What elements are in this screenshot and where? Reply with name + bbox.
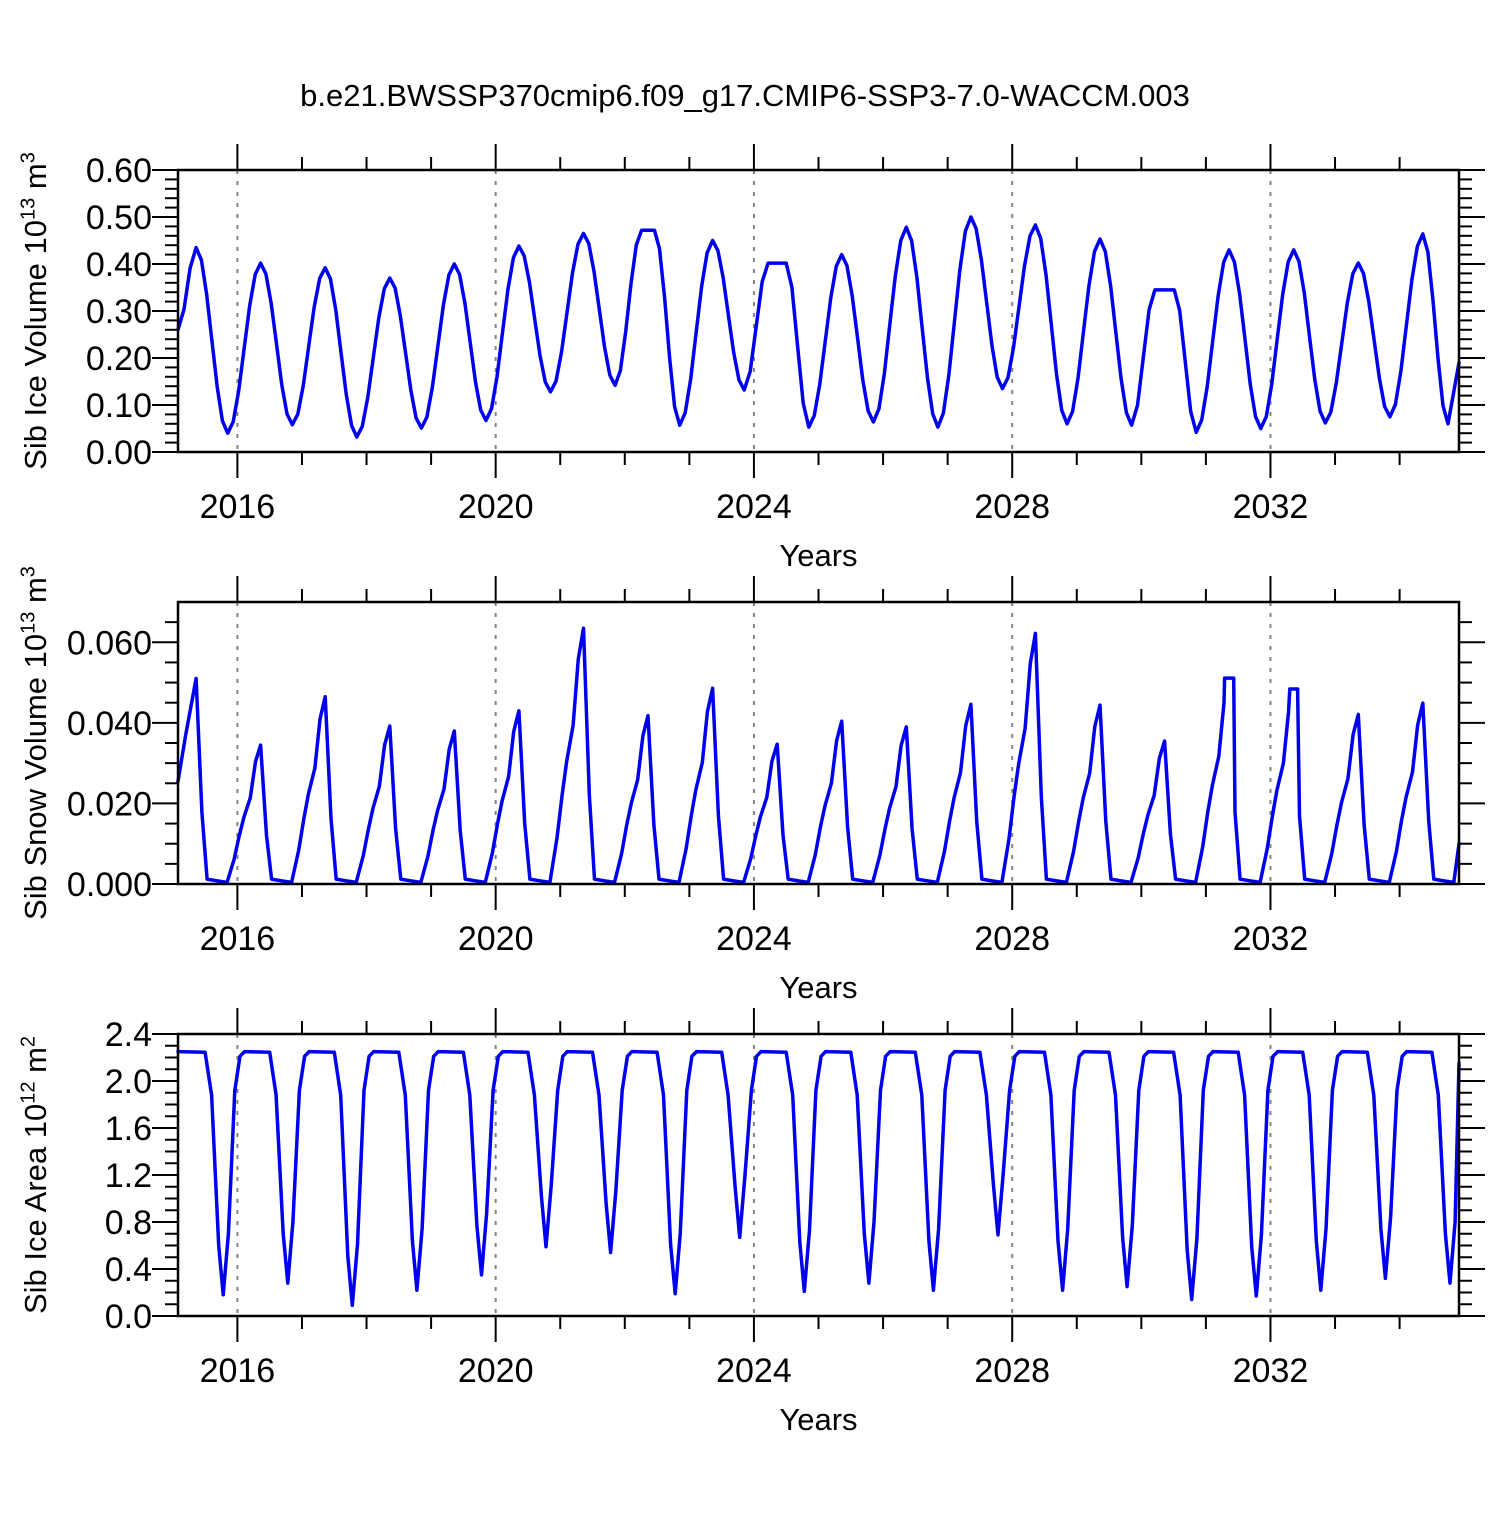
y-tick-label-ice-area-0.0: 0.0 [105, 1298, 152, 1336]
y-tick-label-ice-area-1.2: 1.2 [105, 1157, 152, 1195]
y-tick-label-ice-area-0.8: 0.8 [105, 1204, 152, 1242]
x-tick-label-2028: 2028 [974, 1352, 1050, 1390]
series-line-snow-volume [176, 626, 1461, 885]
series-line-ice-area [176, 1049, 1461, 1308]
y-tick-label-ice-volume-0.30: 0.30 [86, 293, 152, 331]
y-tick-label-ice-volume-0.40: 0.40 [86, 246, 152, 284]
x-tick-label-2024: 2024 [716, 920, 792, 958]
y-tick-label-ice-volume-0.60: 0.60 [86, 152, 152, 190]
x-tick-label-2020: 2020 [458, 488, 534, 526]
y-tick-label-snow-volume-0.060: 0.060 [67, 624, 152, 662]
x-tick-label-2016: 2016 [200, 488, 276, 526]
x-tick-label-2020: 2020 [458, 1352, 534, 1390]
x-tick-label-2024: 2024 [716, 1352, 792, 1390]
series-line-ice-volume [176, 215, 1461, 439]
x-tick-label-2016: 2016 [200, 1352, 276, 1390]
x-axis-title-panel1: Years [779, 538, 858, 573]
y-tick-label-ice-area-1.6: 1.6 [105, 1110, 152, 1148]
y-tick-label-snow-volume-0.040: 0.040 [67, 705, 152, 743]
chart-title: b.e21.BWSSP370cmip6.f09_g17.CMIP6-SSP3-7… [300, 78, 1190, 113]
x-tick-label-2020: 2020 [458, 920, 534, 958]
y-tick-label-ice-volume-0.50: 0.50 [86, 199, 152, 237]
y-tick-label-ice-volume-0.10: 0.10 [86, 387, 152, 425]
y-tick-label-ice-volume-0.00: 0.00 [86, 434, 152, 472]
x-tick-label-2028: 2028 [974, 920, 1050, 958]
y-tick-label-ice-area-2.0: 2.0 [105, 1063, 152, 1101]
x-tick-label-2016: 2016 [200, 920, 276, 958]
x-tick-label-2028: 2028 [974, 488, 1050, 526]
x-axis-title-panel2: Years [779, 970, 858, 1005]
y-tick-label-ice-volume-0.20: 0.20 [86, 340, 152, 378]
x-tick-label-2032: 2032 [1233, 488, 1309, 526]
x-tick-label-2024: 2024 [716, 488, 792, 526]
x-tick-label-2032: 2032 [1233, 920, 1309, 958]
x-axis-title-panel3: Years [779, 1402, 858, 1437]
y-tick-label-ice-area-0.4: 0.4 [105, 1251, 152, 1289]
y-tick-label-snow-volume-0.000: 0.000 [67, 866, 152, 904]
y-tick-label-snow-volume-0.020: 0.020 [67, 785, 152, 823]
y-tick-label-ice-area-2.4: 2.4 [105, 1016, 152, 1054]
x-tick-label-2032: 2032 [1233, 1352, 1309, 1390]
